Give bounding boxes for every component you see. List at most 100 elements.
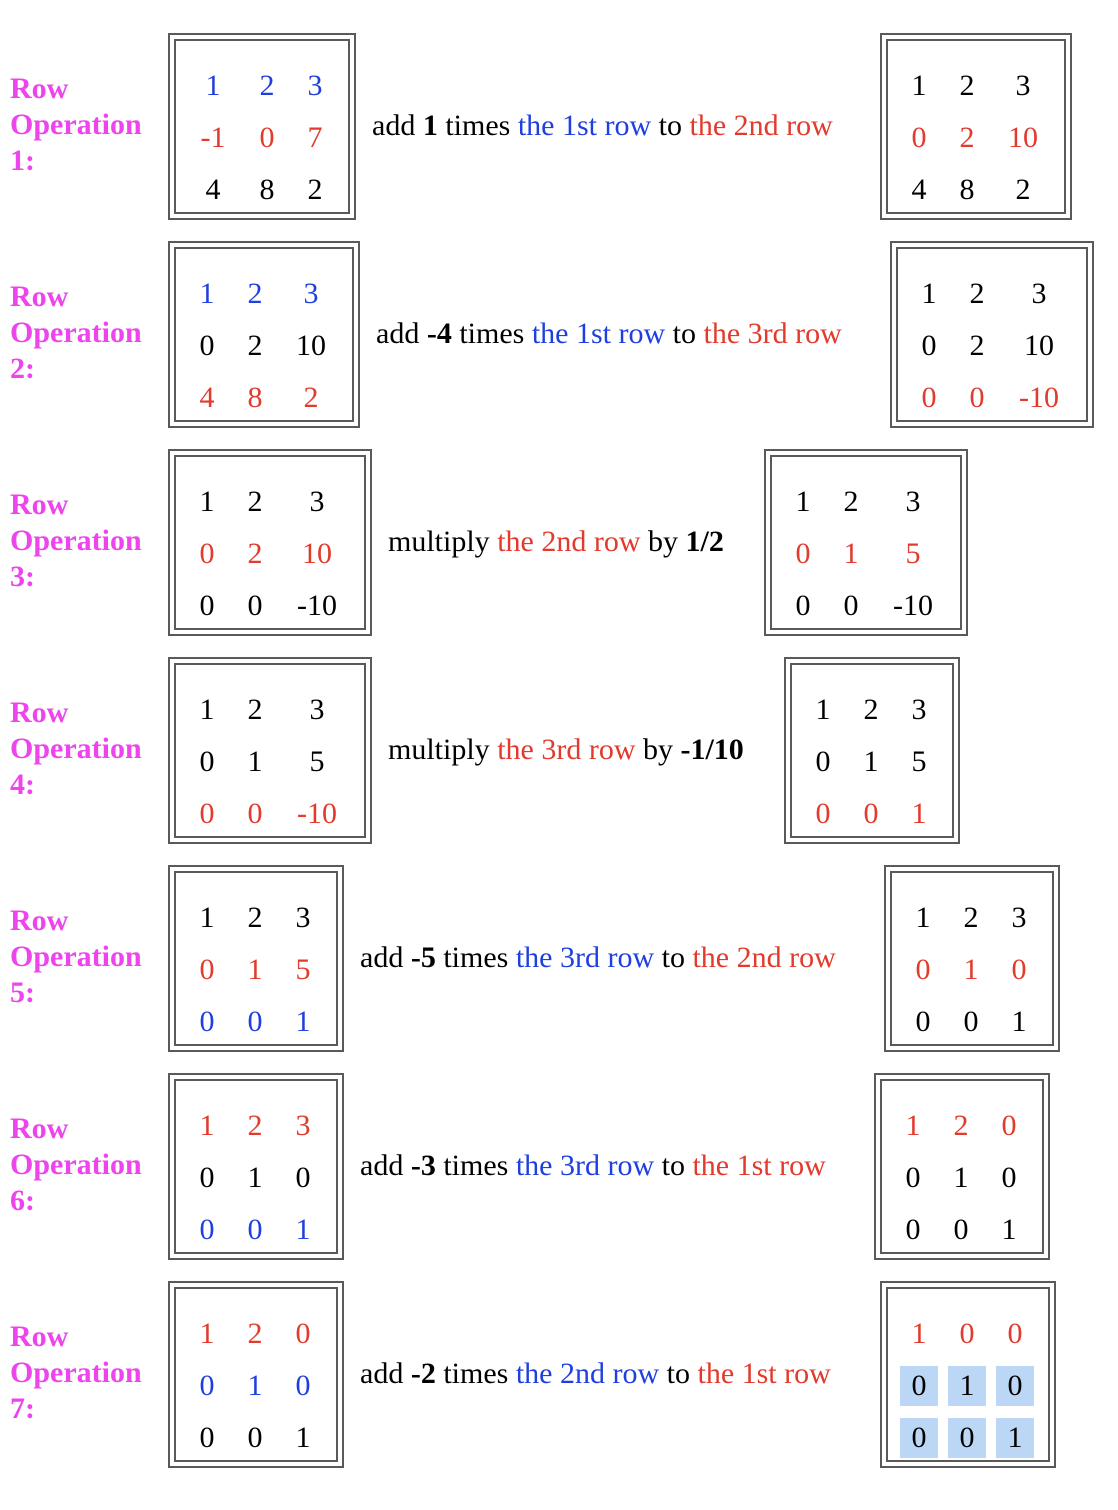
before-matrix: 1 2 3 -1 0 7 4 8 2 [168,33,356,220]
description-segment: multiply [388,733,498,766]
after-matrix-inner-border: 1 2 3 0 2 10 4 8 2 [886,39,1066,214]
matrix-cell: 0 [1011,953,1027,986]
description-segment: the 1st row [531,317,666,350]
operation-label: Row Operation 3: [10,488,142,593]
matrix-cell: 2 [969,329,985,362]
matrix-cell: 2 [843,485,859,518]
matrix-cell: 0 [199,1421,215,1454]
matrix-cell: 3 [1031,277,1047,310]
matrix-cell: 0 [199,589,215,622]
operation-scalar: -1/10 [680,733,744,766]
matrix-cell: 2 [247,901,263,934]
description-segment: add [372,109,423,142]
matrix-cell: 3 [1011,901,1027,934]
matrix-cell: 1 [915,901,931,934]
matrix-cell: 0 [247,1213,263,1246]
operation-label: Row Operation 6: [10,1112,142,1217]
matrix-cell: 1 [199,693,215,726]
matrix-cell: 1 [911,797,927,830]
matrix-cell: 1 [948,1366,986,1406]
description-segment: the 1st row [692,1149,826,1182]
matrix-cell: 3 [307,69,323,102]
matrix-cell: 0 [295,1369,311,1402]
matrix-cell: 5 [911,745,927,778]
description-segment: add [360,1149,411,1182]
matrix-cell: 0 [969,381,985,414]
matrix-cell: 1 [996,1418,1034,1458]
matrix-cell: 0 [996,1366,1034,1406]
description-segment: times [451,317,532,350]
before-matrix: 1 2 3 0 1 5 0 0 -10 [168,657,372,844]
matrix-cell: 8 [247,381,263,414]
matrix-cell: 3 [911,693,927,726]
matrix-cell: 1 [247,745,263,778]
matrix-cell: 3 [295,901,311,934]
matrix-cell: 2 [247,277,263,310]
operation-label: Row Operation 7: [10,1320,142,1425]
matrix-cell: 10 [302,537,332,570]
matrix-cell: 0 [199,537,215,570]
matrix-cell: 2 [863,693,879,726]
before-matrix-inner-border: 1 2 3 -1 0 7 4 8 2 [174,39,350,214]
matrix-cell: 1 [199,1109,215,1142]
operation-description: add -3 times the 3rd row to the 1st row [360,1146,826,1186]
operation-description: add -4 times the 1st row to the 3rd row [376,314,842,354]
matrix-cell: -10 [893,589,933,622]
matrix-cell: 10 [1008,121,1038,154]
matrix-cell: 1 [205,69,221,102]
description-segment: the 3rd row [703,317,842,350]
operation-label: Row Operation 1: [10,72,142,177]
matrix-cell: 10 [1024,329,1054,362]
description-segment: times [437,109,518,142]
matrix-cell: 1 [247,953,263,986]
description-segment: times [435,1149,516,1182]
description-segment: to [659,1357,698,1390]
operation-scalar: -5 [410,941,436,974]
matrix-cell: 5 [905,537,921,570]
matrix-cell: 5 [309,745,325,778]
after-matrix: 1 2 3 0 2 10 4 8 2 [880,33,1072,220]
matrix-cell: 1 [911,1317,927,1350]
matrix-cell: 4 [205,173,221,206]
matrix-cell: 1 [843,537,859,570]
matrix-cell: 0 [199,1213,215,1246]
description-segment: add [360,1357,411,1390]
matrix-cell: 3 [295,1109,311,1142]
matrix-cell: 0 [199,1161,215,1194]
matrix-cell: 0 [247,1421,263,1454]
matrix-cell: 0 [199,797,215,830]
matrix-cell: 2 [247,1109,263,1142]
matrix-cell: 1 [199,1317,215,1350]
matrix-cell: 0 [795,537,811,570]
matrix-cell: 1 [1011,1005,1027,1038]
description-segment: times [435,941,516,974]
matrix-cell: 2 [303,381,319,414]
operation-scalar: -4 [426,317,452,350]
matrix-cell: 3 [1015,69,1031,102]
matrix-cell: 10 [296,329,326,362]
matrix-cell: 1 [905,1109,921,1142]
matrix-cell: 2 [247,537,263,570]
matrix-cell: 1 [247,1369,263,1402]
matrix-cell: 0 [921,329,937,362]
description-segment: by [640,525,686,558]
matrix-cell: 0 [863,797,879,830]
matrix-cell: 0 [295,1317,311,1350]
matrix-cell: 2 [953,1109,969,1142]
matrix-cell: 0 [905,1213,921,1246]
matrix-cell: 3 [309,693,325,726]
matrix-cell: 0 [1007,1317,1023,1350]
description-segment: to [654,941,693,974]
matrix-cell: 0 [1001,1161,1017,1194]
matrix-cell: 2 [247,1317,263,1350]
description-segment: by [635,733,681,766]
matrix-cell: 1 [199,485,215,518]
